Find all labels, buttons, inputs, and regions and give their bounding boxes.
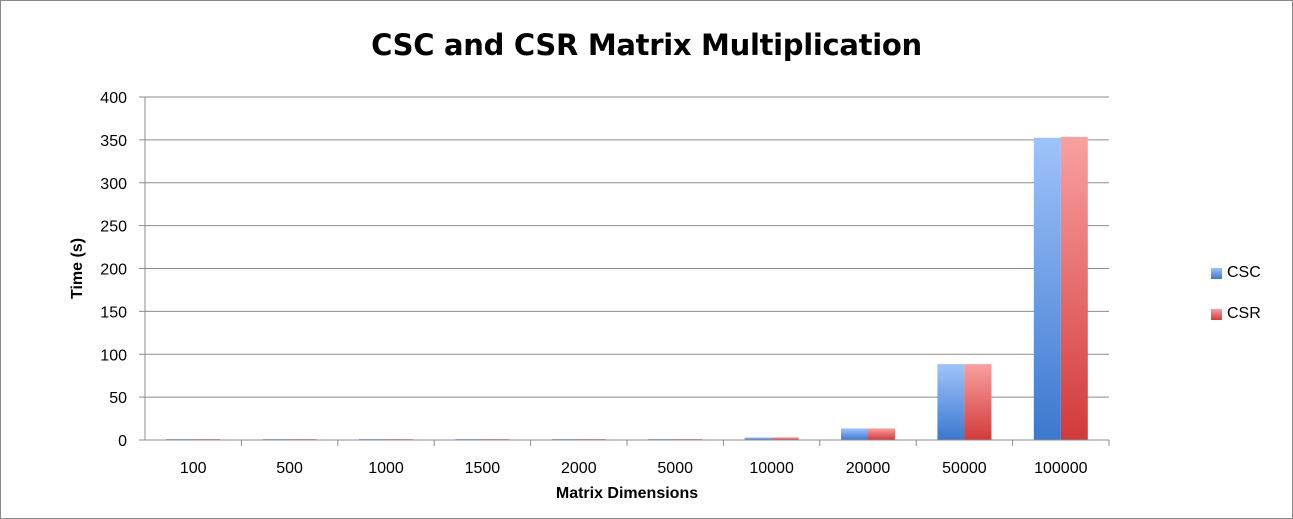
chart-title: CSC and CSR Matrix Multiplication — [371, 28, 922, 62]
x-tick-label: 100 — [180, 460, 207, 477]
bar-csr-20000 — [868, 428, 895, 440]
y-tick-label: 0 — [118, 433, 127, 450]
x-tick-label: 2000 — [561, 460, 597, 477]
y-tick-label: 150 — [100, 304, 127, 321]
legend-item-csc: CSC — [1211, 263, 1291, 283]
legend-label-csc: CSC — [1227, 264, 1261, 281]
x-axis-title: Matrix Dimensions — [556, 485, 698, 502]
x-tick-label: 50000 — [942, 460, 987, 477]
y-tick-label: 200 — [100, 262, 127, 279]
y-tick-label: 250 — [100, 219, 127, 236]
bar-csc-10000 — [744, 437, 772, 440]
legend: CSC CSR — [1211, 263, 1291, 345]
legend-label-csr: CSR — [1227, 305, 1261, 322]
x-tick-label: 1000 — [368, 460, 404, 477]
x-tick-label: 1500 — [465, 460, 501, 477]
x-tick-label: 10000 — [749, 460, 794, 477]
x-tick-label: 5000 — [657, 460, 693, 477]
x-tick-label: 500 — [276, 460, 303, 477]
legend-item-csr: CSR — [1211, 304, 1291, 324]
y-tick-label: 400 — [100, 90, 127, 107]
x-tick-label: 20000 — [846, 460, 891, 477]
legend-swatch-csr — [1211, 308, 1222, 320]
y-tick-label: 300 — [100, 176, 127, 193]
y-tick-label: 350 — [100, 133, 127, 150]
y-tick-label: 100 — [100, 347, 127, 364]
bar-csr-100000 — [1060, 136, 1088, 440]
bar-csr-50000 — [964, 364, 992, 440]
bar-csr-10000 — [771, 437, 799, 440]
bar-csc-20000 — [841, 428, 868, 440]
y-axis-title: Time (s) — [69, 238, 86, 299]
bar-csc-100000 — [1033, 137, 1061, 440]
legend-swatch-csc — [1211, 267, 1222, 279]
x-tick-label: 100000 — [1034, 460, 1087, 477]
bar-csc-50000 — [937, 364, 965, 440]
y-tick-label: 50 — [109, 390, 127, 407]
